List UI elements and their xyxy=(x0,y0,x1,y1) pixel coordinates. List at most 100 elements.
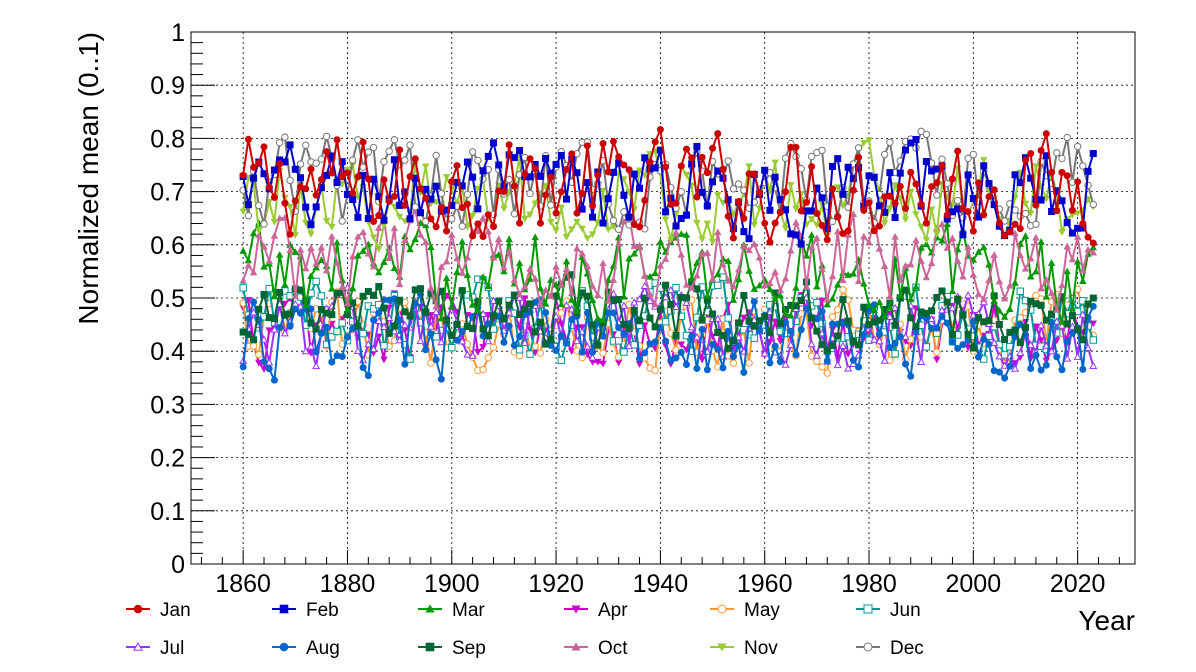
data-point xyxy=(390,322,398,330)
data-point xyxy=(343,306,352,313)
data-point xyxy=(427,284,435,291)
data-point xyxy=(641,196,649,204)
series-line-jan xyxy=(242,128,1095,244)
data-point xyxy=(291,292,300,299)
data-point xyxy=(1079,277,1087,284)
data-point xyxy=(604,168,612,176)
data-point xyxy=(729,296,738,303)
data-point xyxy=(1074,178,1082,186)
data-point xyxy=(239,171,247,179)
data-point xyxy=(969,227,977,235)
legend-marker xyxy=(571,605,581,614)
data-point xyxy=(709,144,717,152)
data-point xyxy=(761,312,769,320)
data-point xyxy=(855,153,863,161)
data-point xyxy=(870,306,878,313)
data-point xyxy=(969,318,977,326)
legend-marker xyxy=(133,641,143,651)
data-point xyxy=(239,284,247,292)
data-point xyxy=(677,348,685,356)
data-point xyxy=(875,222,883,230)
data-point xyxy=(390,327,399,335)
legend-label: Nov xyxy=(744,638,778,659)
data-point xyxy=(933,293,941,301)
data-point xyxy=(995,321,1003,329)
data-point xyxy=(844,163,852,171)
data-point xyxy=(437,203,445,211)
data-point xyxy=(693,364,701,372)
legend-label: May xyxy=(744,600,780,621)
data-point xyxy=(588,296,597,304)
data-point xyxy=(974,290,983,297)
data-point xyxy=(442,274,451,282)
data-point xyxy=(953,257,962,264)
data-point xyxy=(750,334,758,342)
data-point xyxy=(651,323,659,331)
data-point xyxy=(442,174,451,181)
data-point xyxy=(1006,228,1014,236)
legend-item-apr: Apr xyxy=(564,600,628,621)
legend-marker xyxy=(425,642,435,652)
legend-item-sep: Sep xyxy=(418,638,486,659)
data-point xyxy=(1079,162,1087,170)
data-point xyxy=(250,336,258,344)
data-point xyxy=(620,292,628,300)
data-point xyxy=(620,348,628,356)
data-point xyxy=(244,212,253,220)
data-point xyxy=(547,219,555,226)
data-point xyxy=(1053,207,1061,215)
data-point xyxy=(359,138,367,146)
data-point xyxy=(688,154,696,162)
data-point xyxy=(599,316,607,324)
data-point xyxy=(411,203,419,211)
data-point xyxy=(599,187,607,195)
data-point xyxy=(359,364,367,372)
data-point xyxy=(979,298,988,306)
data-point xyxy=(682,294,690,302)
data-point xyxy=(1063,354,1072,362)
data-point xyxy=(484,152,492,160)
data-point xyxy=(489,223,497,231)
data-point xyxy=(640,281,649,290)
data-point xyxy=(948,338,956,346)
data-point xyxy=(484,211,492,219)
data-point xyxy=(807,231,816,238)
data-point xyxy=(312,348,320,356)
data-point xyxy=(1016,348,1025,356)
data-point xyxy=(938,155,946,163)
data-point xyxy=(468,212,477,220)
data-point xyxy=(317,243,326,251)
data-point xyxy=(385,329,393,337)
data-point xyxy=(333,327,341,336)
y-tick-label: 0.7 xyxy=(150,179,185,207)
data-point xyxy=(813,234,821,242)
data-point xyxy=(338,217,346,225)
data-point xyxy=(896,169,904,177)
data-point xyxy=(516,219,524,227)
data-point xyxy=(599,140,607,148)
data-point xyxy=(416,285,424,293)
data-point xyxy=(568,289,576,297)
data-point xyxy=(776,208,784,216)
data-point xyxy=(380,157,388,166)
data-point xyxy=(672,228,680,236)
data-point xyxy=(489,343,498,352)
data-point xyxy=(604,226,612,234)
data-point xyxy=(536,300,545,308)
data-point xyxy=(886,192,894,200)
data-point xyxy=(369,262,378,270)
data-point xyxy=(724,212,732,220)
data-point xyxy=(317,329,325,337)
data-point xyxy=(1001,336,1009,344)
data-point xyxy=(552,262,560,270)
data-point xyxy=(510,291,518,299)
data-point xyxy=(385,313,394,322)
data-point xyxy=(865,301,873,308)
data-point xyxy=(536,318,544,326)
legend-item-may: May xyxy=(710,600,780,621)
data-point xyxy=(348,284,357,292)
data-point xyxy=(1073,307,1082,316)
data-point xyxy=(1026,306,1035,314)
data-point xyxy=(385,304,393,312)
data-point xyxy=(291,232,300,239)
